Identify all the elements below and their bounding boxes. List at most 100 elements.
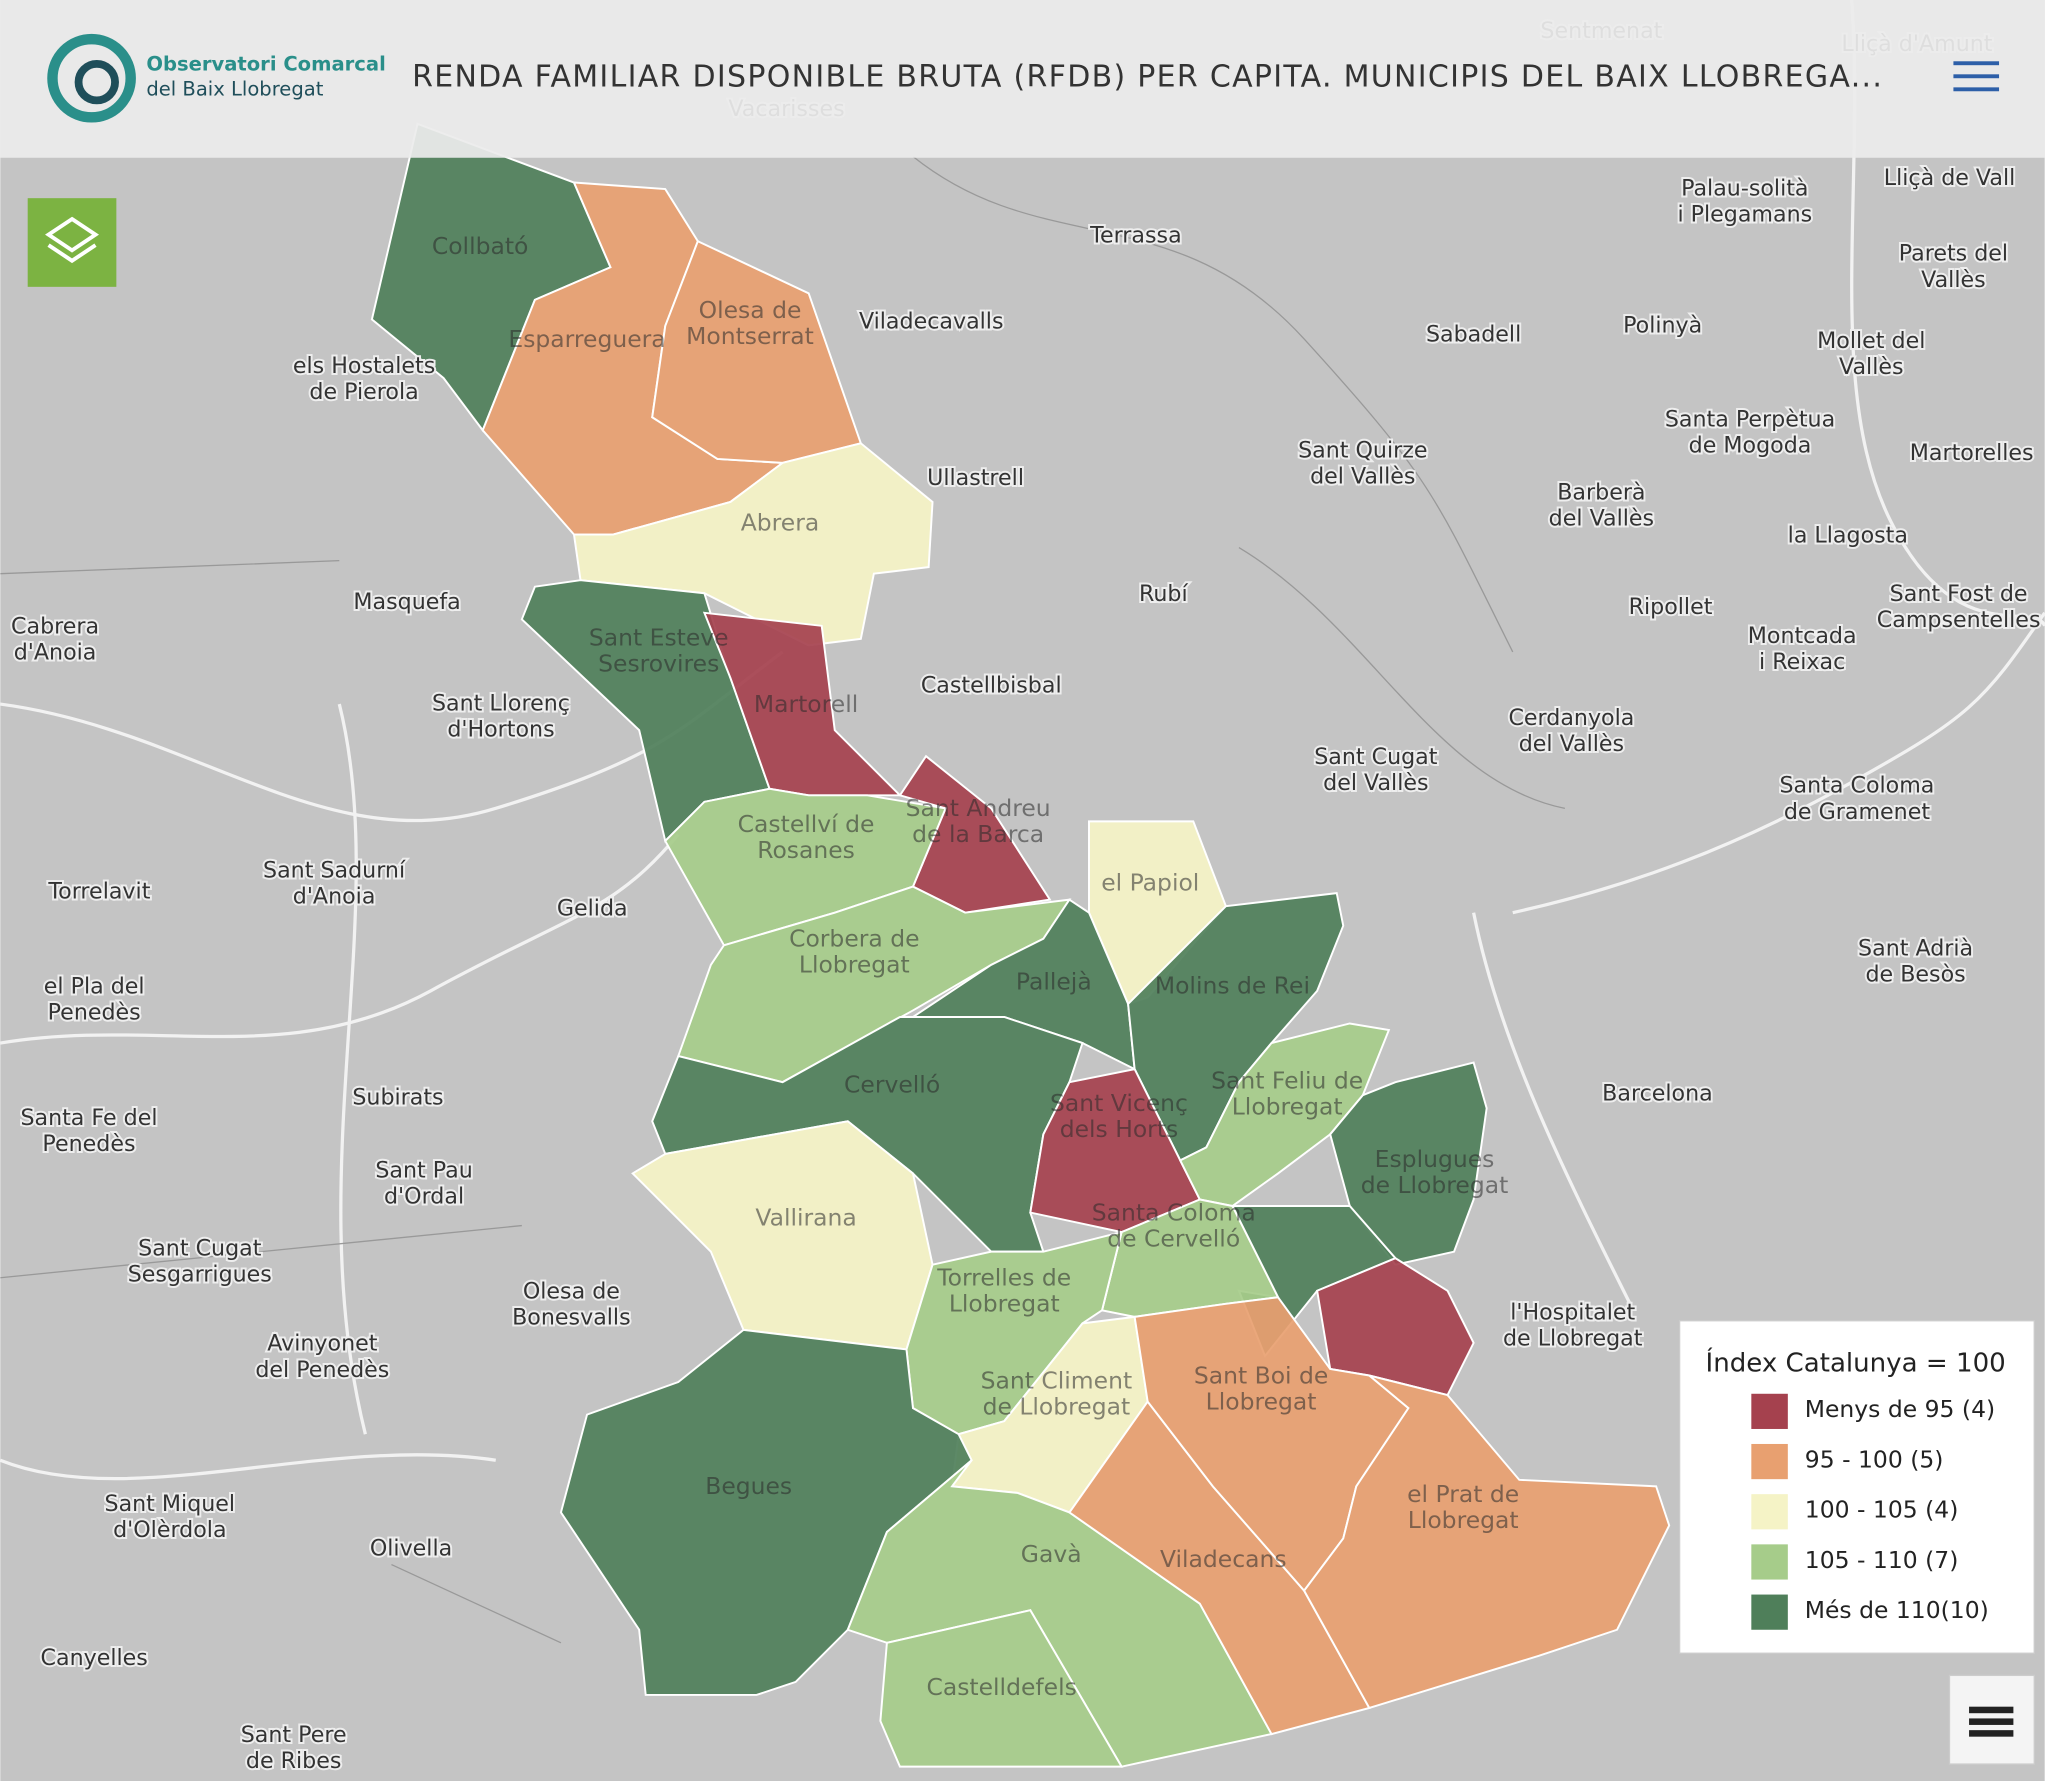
place-label: d'Hortons [447, 717, 554, 743]
municipality-label: Llobregat [949, 1290, 1060, 1318]
place-label: d'Anoia [14, 640, 97, 666]
place-label: i Reixac [1759, 649, 1845, 675]
municipality-label: Molins de Rei [1155, 971, 1310, 999]
place-label: Rubí [1139, 581, 1189, 607]
place-label: Viladecavalls [859, 309, 1004, 335]
place-label: de Besòs [1865, 962, 1965, 988]
place-label: Ullastrell [927, 465, 1024, 491]
municipality-label: Sant Feliu de [1211, 1067, 1363, 1095]
place-label: Terrassa [1089, 222, 1181, 248]
legend-swatch [1751, 1594, 1788, 1630]
place-label: Masquefa [353, 589, 460, 615]
municipality-label: Llobregat [1206, 1387, 1317, 1415]
legend-swatch [1751, 1443, 1788, 1480]
place-label: els Hostalets [293, 353, 435, 379]
place-label: Sant Cugat [138, 1236, 262, 1262]
municipality[interactable] [879, 1609, 1124, 1768]
place-label: i Plegamans [1677, 202, 1812, 228]
place-label: Sant Fost de [1890, 581, 2028, 607]
place-label: el Pla del [44, 973, 145, 999]
place-label: Barberà [1557, 479, 1645, 505]
place-label: d'Anoia [293, 884, 376, 910]
municipality-label: Rosanes [757, 836, 855, 864]
place-label: Campsentelles [1877, 607, 2041, 633]
place-label: del Penedès [255, 1357, 389, 1383]
place-label: Gelida [557, 895, 628, 921]
place-label: Vallès [1921, 267, 1986, 293]
place-label: Olesa de [523, 1279, 620, 1305]
place-label: Parets del [1899, 241, 2008, 267]
place-label: Vallès [1839, 354, 1904, 380]
place-label: Mollet del [1817, 328, 1925, 354]
municipality-label: Viladecans [1160, 1545, 1287, 1573]
legend-label: 100 - 105 (4) [1805, 1496, 1959, 1524]
municipality[interactable] [846, 1459, 1274, 1768]
place-label: Ripollet [1629, 594, 1713, 620]
municipality-label: el Papiol [1101, 868, 1199, 896]
layers-button[interactable] [27, 198, 117, 287]
municipality[interactable] [1302, 1374, 1671, 1710]
place-label: Olivella [370, 1535, 452, 1561]
municipality-label: Abrera [741, 509, 820, 537]
place-label: Penedès [48, 1000, 141, 1026]
municipality-label: Cervelló [844, 1071, 940, 1099]
municipality-label: Corbera de [789, 925, 919, 953]
place-label: d'Olèrdola [113, 1517, 226, 1543]
place-label: Palau-solità [1681, 176, 1808, 202]
legend-swatch [1751, 1393, 1788, 1429]
place-label: Lliçà de Vall [1884, 165, 2016, 191]
municipality-label: Sant Vicenç [1050, 1089, 1188, 1117]
place-label: del Vallès [1519, 731, 1624, 757]
municipality-label: Llobregat [1232, 1093, 1343, 1121]
municipality[interactable] [651, 239, 863, 464]
place-label: Castellbisbal [921, 672, 1062, 698]
municipality-label: Llobregat [1408, 1506, 1519, 1534]
place-label: del Vallès [1549, 505, 1654, 531]
municipality-label: Montserrat [686, 322, 814, 350]
legend: Índex Catalunya = 100 Menys de 95 (4) 95 … [1678, 1320, 2035, 1654]
page-title: RENDA FAMILIAR DISPONIBLE BRUTA (RFDB) P… [412, 60, 1883, 95]
menu-button[interactable] [1951, 57, 2001, 96]
logo: Observatori Comarcal del Baix Llobregat [47, 33, 386, 123]
place-label: Torrelavit [47, 878, 150, 904]
boundaries [0, 155, 1566, 1644]
place-label: Sesgarrigues [128, 1262, 272, 1288]
place-label: de Llobregat [1503, 1326, 1643, 1352]
municipality-label: Esparreguera [508, 325, 665, 353]
municipality-label: Torrelles de [936, 1264, 1071, 1292]
place-label: Subirats [352, 1084, 443, 1110]
place-label: Sant Pere [241, 1722, 347, 1748]
list-button[interactable] [1948, 1674, 2035, 1765]
place-label: del Vallès [1323, 770, 1428, 796]
place-label: Avinyonet [267, 1331, 378, 1357]
municipality-label: Collbató [432, 232, 529, 260]
municipality-label: Castelldefels [926, 1673, 1076, 1701]
place-label: Sant Sadurní [263, 857, 406, 883]
place-label: Barcelona [1602, 1080, 1713, 1106]
place-label: del Vallès [1310, 464, 1415, 490]
municipality-label: Castellví de [738, 810, 875, 838]
municipality-label: Esplugues [1375, 1145, 1495, 1173]
place-label: de Ribes [246, 1748, 342, 1774]
municipality-label: de Llobregat [1361, 1171, 1509, 1199]
municipality-label: dels Horts [1060, 1115, 1179, 1143]
municipality-label: Llobregat [799, 951, 910, 979]
municipality-label: el Prat de [1407, 1480, 1519, 1508]
legend-label: Menys de 95 (4) [1805, 1395, 1995, 1423]
logo-text: Observatori Comarcal [146, 53, 385, 76]
place-label: de Pierola [309, 379, 418, 405]
place-label: Sant Llorenç [432, 691, 570, 717]
place-label: Montcada [1748, 623, 1857, 649]
municipality-label: Begues [705, 1472, 792, 1500]
place-label: Santa Coloma [1779, 773, 1934, 799]
place-label: Sabadell [1426, 322, 1521, 348]
place-label: d'Ordal [384, 1183, 464, 1209]
place-label: Santa Fe del [20, 1105, 157, 1131]
legend-label: 95 - 100 (5) [1805, 1445, 1944, 1473]
municipality-label: de la Barca [912, 820, 1044, 848]
municipality-label: Martorell [754, 690, 858, 718]
place-label: l'Hospitalet [1510, 1299, 1635, 1325]
legend-title: Índex Catalunya = 100 [1706, 1346, 2006, 1378]
municipality-label: Santa Coloma [1092, 1198, 1256, 1226]
